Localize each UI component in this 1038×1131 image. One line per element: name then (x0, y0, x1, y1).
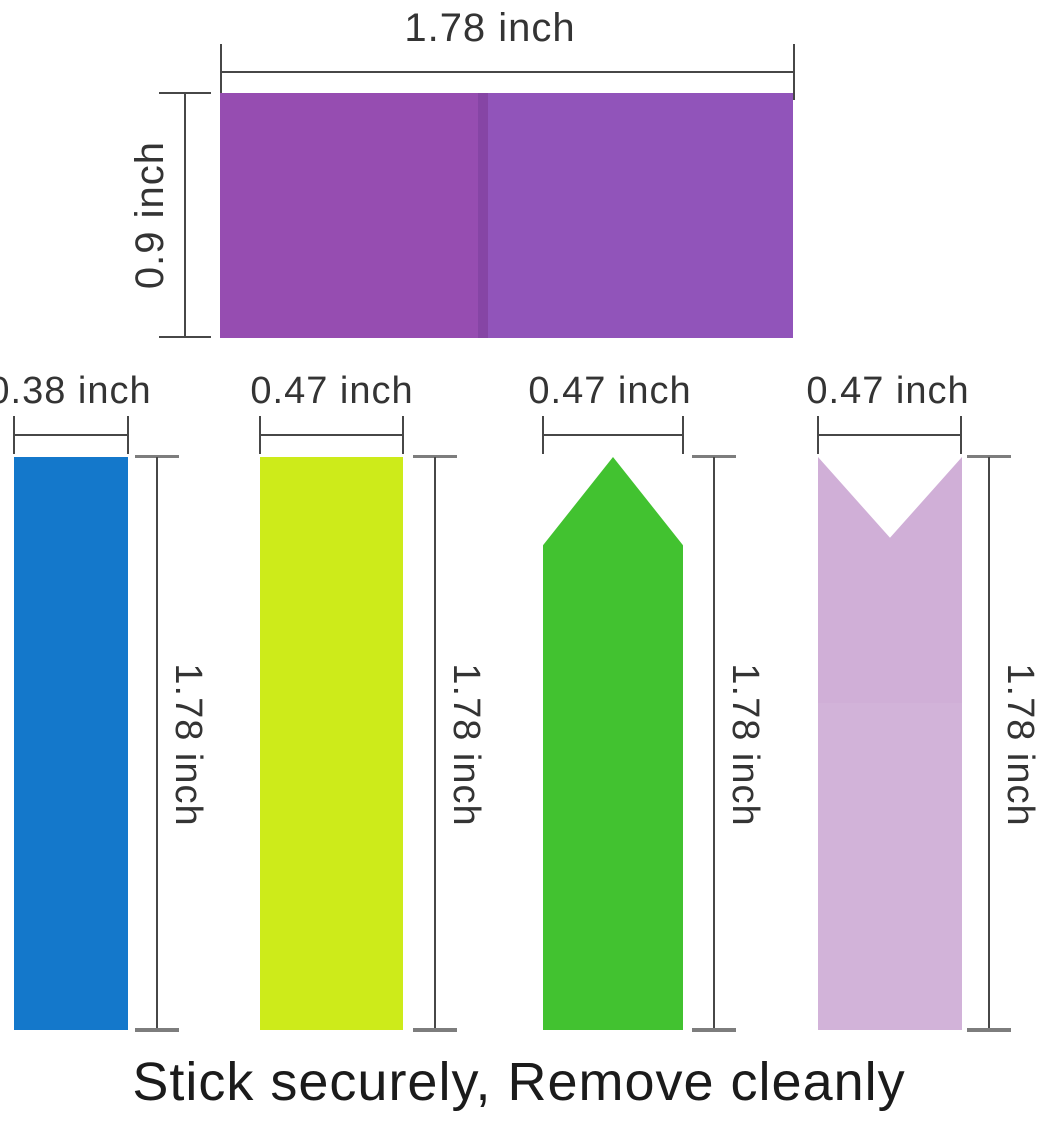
width-dimension-line (260, 434, 403, 436)
yellow-tab-height-label: 1.78 inch (445, 663, 487, 827)
note-width-dimension-line (221, 71, 795, 73)
dimension-cap (135, 455, 179, 458)
purple-note-fold-seam (478, 93, 488, 338)
dimension-cap (692, 1028, 736, 1032)
green-tab-height-label: 1.78 inch (724, 663, 766, 827)
lavender-flag-index-tab (818, 457, 962, 1030)
green-arrow-index-tab (543, 457, 683, 1030)
note-height-label: 0.9 inch (128, 140, 172, 290)
height-dimension-line (156, 457, 158, 1030)
dimension-tick (402, 416, 404, 454)
note-width-label: 1.78 inch (404, 6, 576, 50)
dimension-tick (259, 416, 261, 454)
dimension-tick (159, 336, 211, 338)
lavender-tab-height-label: 1.78 inch (999, 663, 1038, 827)
dimension-cap (413, 1028, 457, 1032)
height-dimension-line (434, 457, 436, 1030)
yellow-tab-width-label: 0.47 inch (250, 370, 414, 412)
dimension-tick (159, 92, 211, 94)
blue-tab-width-label: 0.38 inch (0, 370, 152, 412)
dimension-tick (793, 44, 795, 100)
purple-note-left-half (220, 93, 478, 338)
blue-tab-height-label: 1.78 inch (167, 663, 209, 827)
height-dimension-line (988, 457, 990, 1030)
lavender-tab-lower-sheen (818, 703, 962, 1030)
width-dimension-line (14, 434, 128, 436)
dimension-tick (13, 416, 15, 454)
dimension-tick (817, 416, 819, 454)
yellow-index-tab (260, 457, 403, 1030)
dimension-tick (542, 416, 544, 454)
purple-sticky-note (220, 93, 793, 338)
blue-index-tab (14, 457, 128, 1030)
dimension-tick (220, 44, 222, 100)
dimension-tick (682, 416, 684, 454)
purple-note-right-half (488, 93, 793, 338)
dimension-cap (967, 455, 1011, 458)
dimension-cap (135, 1028, 179, 1032)
width-dimension-line (818, 434, 962, 436)
width-dimension-line (543, 434, 683, 436)
caption-text: Stick securely, Remove cleanly (132, 1052, 906, 1112)
dimension-cap (692, 455, 736, 458)
note-height-dimension-line (184, 93, 186, 338)
green-tab-width-label: 0.47 inch (528, 370, 692, 412)
lavender-tab-width-label: 0.47 inch (806, 370, 970, 412)
height-dimension-line (713, 457, 715, 1030)
dimension-tick (960, 416, 962, 454)
dimension-cap (413, 455, 457, 458)
dimension-tick (127, 416, 129, 454)
dimension-cap (967, 1028, 1011, 1032)
